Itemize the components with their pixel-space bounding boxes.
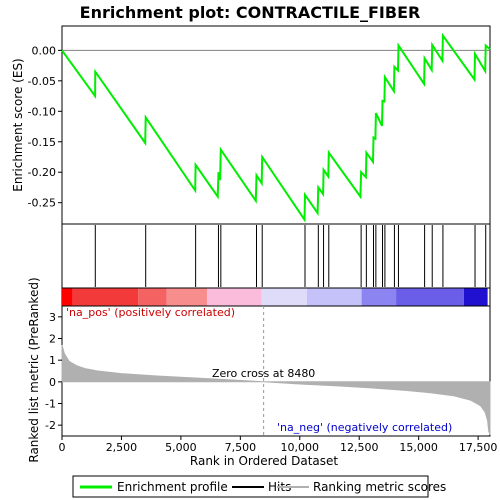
es-y-tick-label: -0.25 [28, 197, 56, 210]
zero-cross-label: Zero cross at 8480 [212, 367, 315, 380]
metric-y-tick-label: -1 [45, 398, 56, 411]
ranking-bar-segment [207, 288, 262, 306]
metric-y-tick-label: 0 [49, 376, 56, 389]
rank-x-tick-label: 12,500 [340, 441, 379, 454]
rank-x-tick-label: 5,000 [165, 441, 197, 454]
ranking-metric-area [61, 344, 491, 436]
rank-x-ticks: 0 2,500 5,000 7,500 10,000 12,500 15,000 17,500 [59, 436, 498, 454]
legend-label-enrichment-profile: Enrichment profile [117, 480, 228, 494]
metric-y-tick-label: 2 [49, 333, 56, 346]
ranking-bar-segments [62, 288, 488, 306]
ranking-bar-segment [396, 288, 464, 306]
rank-x-axis-label: Rank in Ordered Dataset [190, 454, 338, 468]
rank-x-tick-label: 15,000 [399, 441, 438, 454]
ranking-bar-segment [261, 288, 307, 306]
metric-y-axis-label: Ranked list metric (PreRanked) [27, 277, 41, 462]
positive-correlation-label: 'na_pos' (positively correlated) [66, 306, 235, 319]
rank-x-tick-label: 7,500 [225, 441, 257, 454]
hits-panel-frame [61, 223, 491, 289]
rank-x-tick-label: 0 [59, 441, 66, 454]
chart-title: Enrichment plot: CONTRACTILE_FIBER [80, 3, 421, 22]
rank-x-tick-label: 10,000 [281, 441, 320, 454]
hit-markers [94, 225, 487, 287]
enrichment-profile-line [61, 32, 491, 223]
metric-y-ticks: 3 2 1 0 -1 -2 [45, 311, 62, 432]
hits-panel [61, 223, 491, 289]
ranking-bar-segment [72, 288, 139, 306]
ranking-bar-segment [138, 288, 167, 306]
metric-y-tick-label: 3 [49, 311, 56, 324]
es-y-ticks: 0.00 -0.05 -0.10 -0.15 -0.20 -0.25 [28, 44, 62, 210]
es-y-tick-label: -0.20 [28, 166, 56, 179]
ranking-bar-segment [166, 288, 208, 306]
top-panel-frame [61, 25, 491, 225]
ranking-color-bar [61, 287, 491, 307]
ranking-bar-segment [62, 288, 73, 306]
es-y-axis-label: Enrichment score (ES) [11, 58, 25, 191]
es-y-tick-label: -0.15 [28, 136, 56, 149]
ranking-bar-segment [463, 288, 488, 306]
ranking-bar-segment [306, 288, 362, 306]
rank-x-tick-label: 17,500 [459, 441, 498, 454]
chart-legend: Enrichment profile Hits Ranking metric s… [72, 475, 446, 498]
negative-correlation-label: 'na_neg' (negatively correlated) [277, 421, 452, 434]
metric-y-tick-label: -2 [45, 419, 56, 432]
ranked-metric-panel: Zero cross at 8480 'na_pos' (positively … [27, 277, 497, 468]
es-y-tick-label: 0.00 [32, 44, 57, 57]
ranking-bar-segment [361, 288, 397, 306]
es-y-tick-label: -0.05 [28, 75, 56, 88]
enrichment-score-panel: 0.00 -0.05 -0.10 -0.15 -0.20 -0.25 Enrichment… [11, 25, 491, 225]
legend-label-ranking-metric: Ranking metric scores [313, 480, 446, 494]
metric-y-tick-label: 1 [49, 354, 56, 367]
rank-x-tick-label: 2,500 [106, 441, 138, 454]
es-y-tick-label: -0.10 [28, 105, 56, 118]
